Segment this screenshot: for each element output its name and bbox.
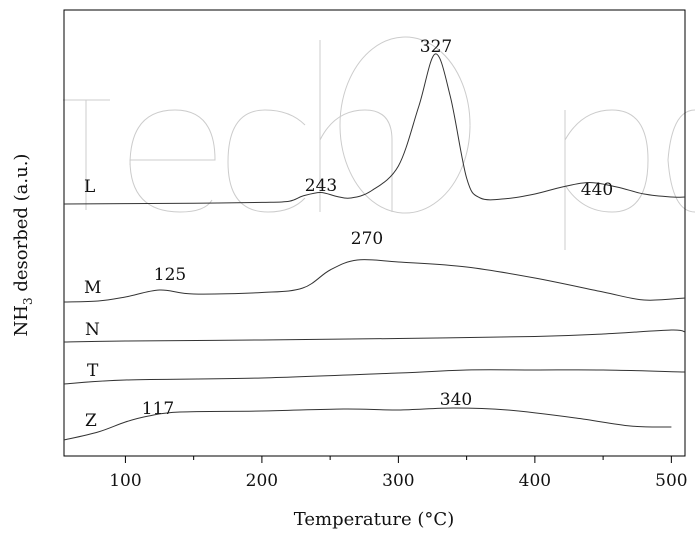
peak-label-440: 440 [581,180,613,200]
x-axis-label: Temperature (°C) [294,509,454,530]
series-label-z: Z [85,411,97,431]
plot-frame [63,9,686,457]
peak-label-125: 125 [154,265,186,285]
series-label-n: N [85,320,100,340]
x-tick-label-300: 300 [382,471,414,491]
watermark [63,36,695,250]
series-line-l [63,53,686,205]
series-label-l: L [84,177,95,197]
x-tick-label-100: 100 [109,471,141,491]
peak-label-327: 327 [420,37,452,57]
peak-label-340: 340 [440,390,472,410]
series-lines [63,53,686,441]
series-line-t [63,369,686,385]
peak-label-117: 117 [142,399,174,419]
series-line-n [63,329,686,343]
x-tick-label-400: 400 [519,471,551,491]
peak-label-243: 243 [305,176,337,196]
y-axis-label: NH3 desorbed (a.u.) [11,154,35,337]
x-tick-label-200: 200 [246,471,278,491]
x-tick-label-500: 500 [655,471,687,491]
series-line-z [63,407,672,441]
series-line-m [63,259,686,303]
series-label-t: T [87,361,99,381]
x-axis: 100 200 300 400 500 [109,456,688,491]
series-label-m: M [84,278,101,298]
peak-label-270: 270 [351,229,383,249]
